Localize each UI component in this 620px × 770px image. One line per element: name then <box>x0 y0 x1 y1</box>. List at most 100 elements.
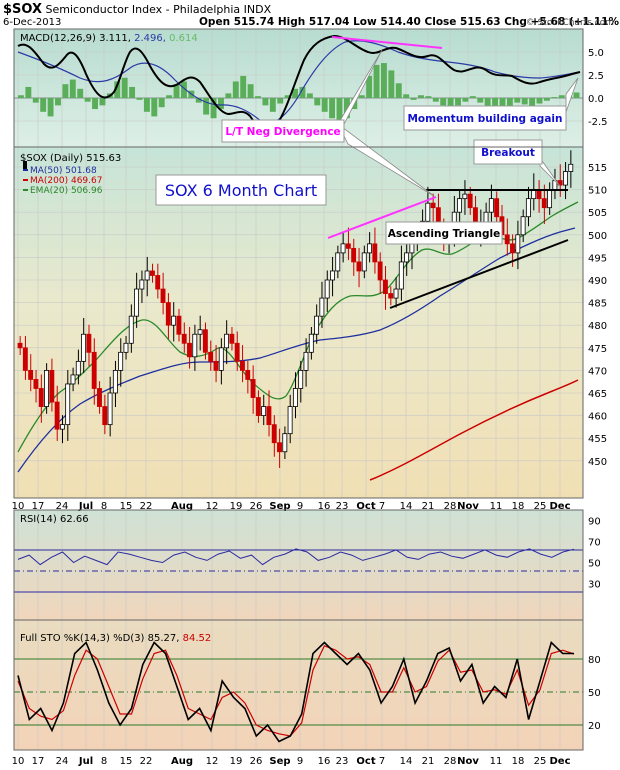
macd-hist-bar <box>492 98 499 111</box>
x-tick-label: 17 <box>32 756 45 767</box>
candle-body <box>139 279 145 290</box>
price-y-tick: 500 <box>588 231 607 242</box>
x-tick-label: Nov <box>457 501 479 512</box>
candle-body <box>520 216 526 236</box>
candle-body <box>144 270 150 281</box>
legend-swatch-ema20 <box>23 189 28 191</box>
candle-body <box>59 424 65 430</box>
macd-hist-bar <box>573 92 580 98</box>
macd-hist-bar <box>40 98 47 112</box>
macd-hist-bar <box>440 98 447 106</box>
breakout-label: Breakout <box>481 147 535 159</box>
candle-body <box>425 202 431 222</box>
macd-hist-bar <box>84 98 91 102</box>
top-frame <box>13 28 584 499</box>
macd-y-tick: -2.5 <box>588 117 608 128</box>
candle-body <box>49 369 55 403</box>
x-tick-label: 25 <box>534 501 547 512</box>
macd-hist-bar <box>232 81 239 98</box>
candle-body <box>308 333 314 353</box>
x-tick-label: Aug <box>171 501 193 512</box>
legend-swatch-ma200 <box>23 179 28 181</box>
macd-hist-bar <box>432 98 439 102</box>
macd-hist-bar <box>299 86 306 98</box>
x-tick-label: Oct <box>356 756 375 767</box>
candle-body <box>330 270 335 281</box>
macd-hist-bar <box>114 81 121 98</box>
macd-hist-bar <box>225 93 232 98</box>
macd-hist-bar <box>506 98 513 107</box>
candle-body <box>91 351 97 389</box>
x-tick-label: Sep <box>269 501 290 512</box>
sto-k-line <box>17 641 574 743</box>
candle-body <box>123 342 129 353</box>
macd-hist-bar <box>388 70 395 98</box>
candle-body <box>356 261 362 272</box>
candle-body <box>340 243 346 254</box>
x-tick-label: 22 <box>140 756 153 767</box>
macd-hist-bar <box>373 64 380 98</box>
price-y-tick: 465 <box>588 389 607 400</box>
price-y-tick: 480 <box>588 321 607 332</box>
candle-body <box>261 406 267 416</box>
macd-y-tick: 0.0 <box>588 94 604 105</box>
candle-body <box>277 442 282 453</box>
macd-hist-bar <box>262 98 269 106</box>
credit: © StockCharts.com <box>525 18 614 28</box>
x-tick-label: 8 <box>101 501 107 512</box>
macd-hist-bar <box>166 95 173 98</box>
breakout-box <box>473 139 543 165</box>
macd-hist-bar <box>18 95 24 98</box>
candle-body <box>165 302 171 326</box>
x-tick-label: 17 <box>32 501 45 512</box>
rsi-panel-bg <box>14 510 583 620</box>
candle-body <box>292 388 298 407</box>
candle-body <box>504 234 510 245</box>
x-tick-label: 12 <box>206 501 219 512</box>
x-tick-label: 22 <box>140 501 153 512</box>
x-tick-label: Nov <box>457 756 479 767</box>
x-tick-label: 9 <box>297 501 303 512</box>
x-tick-label: 7 <box>379 501 385 512</box>
x-tick-label: 8 <box>101 756 107 767</box>
candle-body <box>155 275 161 290</box>
macd-hist-bar <box>32 98 39 103</box>
candle-body <box>54 401 60 430</box>
x-tick-label: 28 <box>444 501 457 512</box>
macd-hist-bar <box>410 98 417 100</box>
candle-body <box>102 406 108 426</box>
annotations: L/T Neg Divergence Momentum building aga… <box>155 49 579 245</box>
x-tick-label: 16 <box>318 501 331 512</box>
candle-body <box>541 198 547 209</box>
macd-hist-bar <box>129 86 136 98</box>
candle-body <box>70 374 76 385</box>
x-tick-label: 19 <box>230 756 243 767</box>
candle-body <box>28 369 34 380</box>
macd-hist-bar <box>218 98 224 110</box>
rsi-panel: RSI(14) 62.66 <box>14 514 583 593</box>
candle-body <box>266 406 272 426</box>
macd-hist-bar <box>69 79 76 98</box>
x-tick-label: 23 <box>336 501 349 512</box>
sto-y-tick: 80 <box>588 655 601 666</box>
legend-swatch-sox <box>23 161 27 171</box>
candle-body <box>351 247 357 263</box>
candle-body <box>319 297 325 317</box>
x-tick-label: 14 <box>400 756 413 767</box>
candle-body <box>298 369 304 389</box>
macd-hist-bar <box>514 98 521 103</box>
x-tick-label: 28 <box>444 756 457 767</box>
candle-body <box>171 315 177 326</box>
candle-body <box>202 329 208 353</box>
macd-hist-bar <box>77 88 84 98</box>
candle-body <box>398 261 404 290</box>
x-tick-label: 18 <box>512 756 525 767</box>
macd-legend: MACD(12,26,9) 3.111, 2.496, 0.614 <box>20 33 198 44</box>
macd-hist-bar <box>536 98 543 104</box>
candle-body <box>128 315 134 344</box>
candle-body <box>197 329 203 335</box>
rsi-y-tick: 90 <box>588 517 601 528</box>
candle-body <box>107 392 113 426</box>
sox-6m-label: SOX 6 Month Chart <box>165 181 317 200</box>
